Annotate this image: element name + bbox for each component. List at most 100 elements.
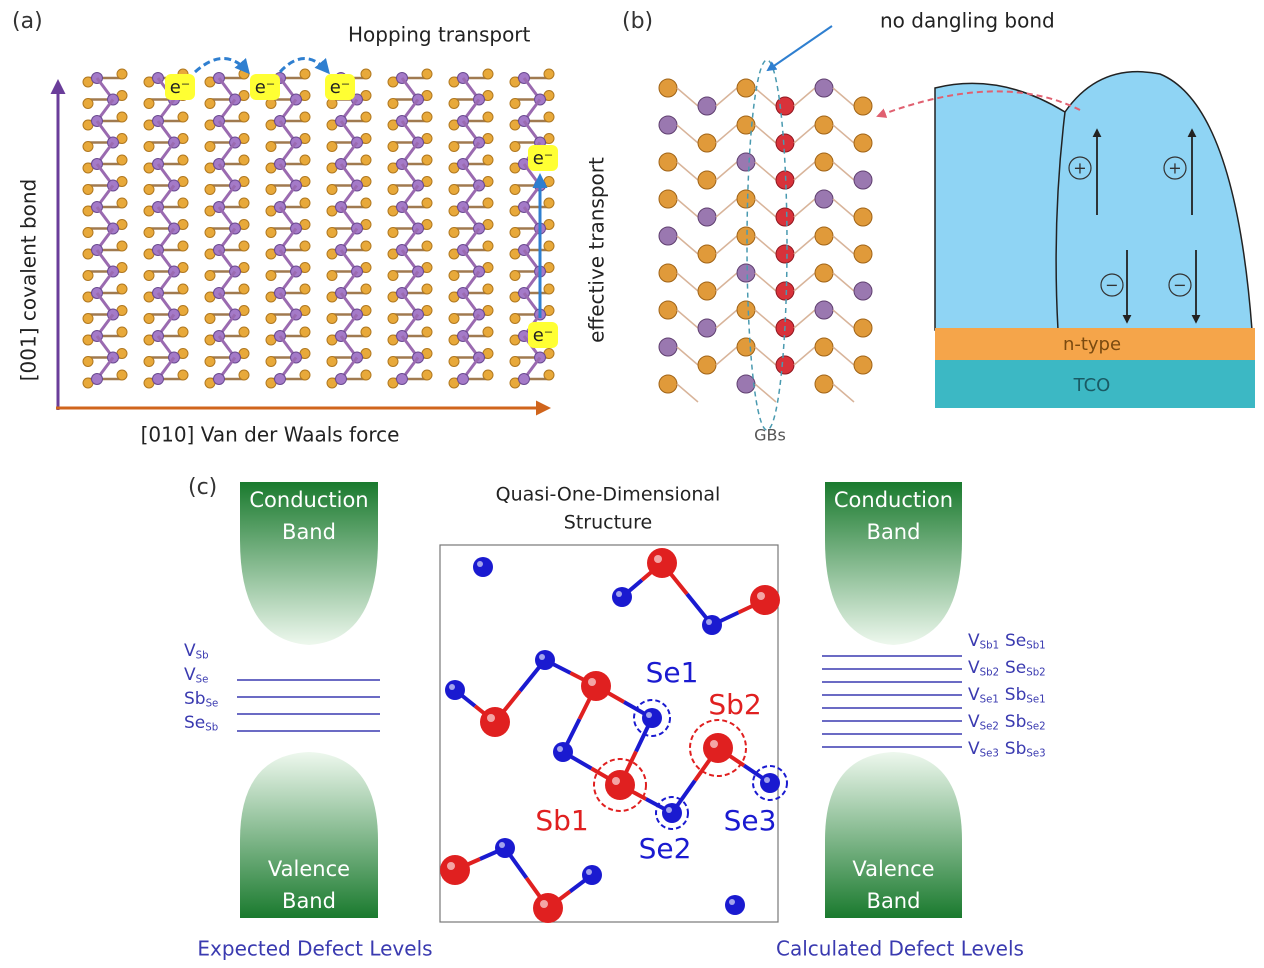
atom [658,337,678,357]
bond [715,87,738,107]
annotation: no dangling bond [880,9,1055,33]
conduction-band [825,482,962,645]
atom-se [612,587,632,607]
atom-se [204,356,216,367]
defect-symbol: V [184,641,196,661]
charge: − [1105,276,1118,295]
atom-sb [703,733,733,763]
pointer-arrow [766,25,833,72]
defect-symbol: V [968,685,980,705]
electron-label: e⁻ [330,77,351,98]
band-label: Conduction [834,488,953,512]
atom-se [543,283,555,295]
atom [853,96,873,116]
bond [754,235,777,255]
atom-highlight [757,592,765,600]
atom-se [299,240,311,252]
atom-se [299,111,311,123]
atom-label: Sb2 [708,688,761,721]
atom-highlight [729,899,735,905]
bond [793,87,816,107]
atom [736,78,756,98]
atom-se [116,197,128,209]
atom-sb [152,373,164,385]
atom-se [387,313,399,324]
atom-se [204,227,216,238]
atom-se [82,98,94,109]
atom-se [82,270,94,281]
bond [832,198,855,218]
atom-se [82,184,94,195]
atom-se [326,141,338,152]
atom-se [535,650,555,670]
atom-se [143,98,155,109]
atom [697,133,717,153]
atom-highlight [706,619,712,625]
atom-highlight [616,591,622,597]
atom-sb [480,707,510,737]
atom [775,281,795,301]
defect-symbol: Sb [184,689,206,709]
atom-se [116,326,128,338]
atom [736,152,756,172]
atom-se [482,154,494,166]
atom [697,207,717,227]
atom-se [473,557,493,577]
grains [934,70,1253,331]
bond [793,235,816,255]
atom [736,337,756,357]
defect-subscript: Se2 [980,721,999,732]
valence-band [240,752,378,918]
atom [736,263,756,283]
atom-se [509,313,521,324]
atom-highlight [764,777,770,783]
atom [814,374,834,394]
defect-subscript: Sb1 [1026,640,1045,651]
charge: − [1173,276,1186,295]
bond [832,161,855,181]
bond [715,235,738,255]
atom-se [509,227,521,238]
atom-se [299,197,311,209]
link-arrow [876,90,1081,118]
layer-label: TCO [1073,375,1111,396]
grain-boundary-line [1055,111,1066,331]
charge: + [1073,159,1086,178]
atom [658,115,678,135]
atom-label: Se2 [639,832,692,865]
electron-badge [325,74,355,100]
atom-se [387,98,399,109]
atom-se [143,313,155,324]
atom [697,96,717,116]
atom-se [265,313,277,324]
defect-subscript: Se [206,698,219,709]
atom-se [238,197,250,209]
bond [715,198,738,218]
atom-se [448,184,460,195]
bond [754,198,777,218]
atom-highlight [499,842,505,848]
defect-subscript: Se3 [980,748,999,759]
bond [676,383,699,403]
defect-label: SbSe [184,689,218,709]
defect-symbol: V [968,631,980,651]
atom [697,318,717,338]
atom-se [82,227,94,238]
atom-se [265,270,277,281]
atom-se [482,326,494,338]
defect-subscript: Sb1 [980,640,999,651]
defect-subscript: Se1 [980,694,999,705]
atom-se [177,154,189,166]
defect-symbol: Se [184,713,205,733]
electron-badge [165,74,195,100]
bond [832,124,855,144]
atom-se [387,227,399,238]
atom-se [387,184,399,195]
site-marker [633,699,671,737]
electron-label: e⁻ [533,325,554,346]
atom-se [448,141,460,152]
atom [658,189,678,209]
atom-se [760,773,780,793]
atom-se [448,98,460,109]
bond [754,161,777,181]
